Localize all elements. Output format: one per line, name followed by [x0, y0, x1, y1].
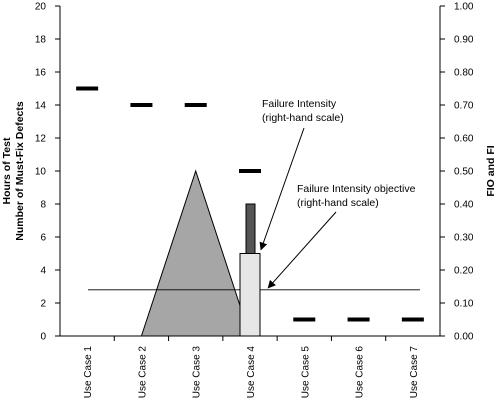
- hours-marker: [130, 103, 153, 107]
- hours-marker: [239, 169, 261, 173]
- hours-marker: [347, 317, 370, 322]
- right-axis-title: FIO and FI: [485, 145, 497, 196]
- right-tick-label: 0.70: [454, 101, 474, 112]
- left-tick-label: 10: [35, 167, 47, 178]
- hours-marker: [76, 86, 99, 91]
- category-labels: Use Case 1 Use Case 2 Use Case 3 Use Case 4…: [83, 346, 420, 399]
- left-tick-label: 16: [35, 68, 47, 79]
- right-tick-label: 0.20: [454, 266, 474, 277]
- right-tick-label: 0.40: [454, 200, 474, 211]
- annotation-arrow: [267, 211, 337, 289]
- annotation-text: Failure Intensity: [262, 98, 337, 110]
- annotation-arrow: [259, 127, 305, 251]
- hours-marker: [293, 317, 316, 322]
- right-tick-label: 0.10: [454, 299, 474, 310]
- category-label: Use Case 5: [300, 346, 311, 399]
- right-tick-label: 0.80: [454, 68, 474, 79]
- category-label: Use Case 2: [137, 346, 148, 399]
- axis-titles: Hours of Test Number of Must-Fix Defects F…: [1, 101, 497, 241]
- category-label: Use Case 7: [409, 346, 420, 399]
- annotations: Failure Intensity (right-hand scale) Failu…: [259, 98, 416, 289]
- area-triangle: [140, 169, 251, 337]
- left-tick-label: 14: [35, 101, 47, 112]
- left-tick-label: 12: [35, 134, 47, 145]
- category-label: Use Case 4: [246, 346, 257, 399]
- left-axis-title-line-2: Number of Must-Fix Defects: [14, 101, 26, 241]
- axes: [55, 5, 445, 341]
- left-tick-label: 6: [40, 233, 46, 244]
- tick-labels: 0 2 4 6 8 10 12 14 16 18 20 0.00 0.10 0.20 0.30 0.40 0.5…: [35, 2, 474, 343]
- left-tick-label: 20: [35, 2, 47, 13]
- hours-marker: [401, 317, 424, 322]
- fi-bar: [239, 253, 261, 337]
- left-tick-label: 18: [35, 35, 47, 46]
- annotation-text: (right-hand scale): [262, 112, 344, 124]
- plot-area: [76, 86, 424, 337]
- left-tick-label: 4: [40, 266, 46, 277]
- right-tick-label: 0.50: [454, 167, 474, 178]
- hours-marker: [184, 103, 207, 107]
- right-tick-label: 0.60: [454, 134, 474, 145]
- left-tick-label: 0: [40, 332, 46, 343]
- right-tick-label: 0.00: [454, 332, 474, 343]
- category-label: Use Case 1: [83, 346, 94, 399]
- left-tick-label: 2: [40, 299, 46, 310]
- right-tick-label: 0.30: [454, 233, 474, 244]
- right-tick-label: 0.90: [454, 35, 474, 46]
- annotation-text: (right-hand scale): [297, 197, 379, 209]
- right-tick-label: 1.00: [454, 2, 474, 13]
- left-tick-label: 8: [40, 200, 46, 211]
- left-axis-title-line-1: Hours of Test: [1, 137, 13, 204]
- category-label: Use Case 3: [192, 346, 203, 399]
- category-label: Use Case 6: [355, 346, 366, 399]
- annotation-text: Failure Intensity objective: [297, 183, 416, 195]
